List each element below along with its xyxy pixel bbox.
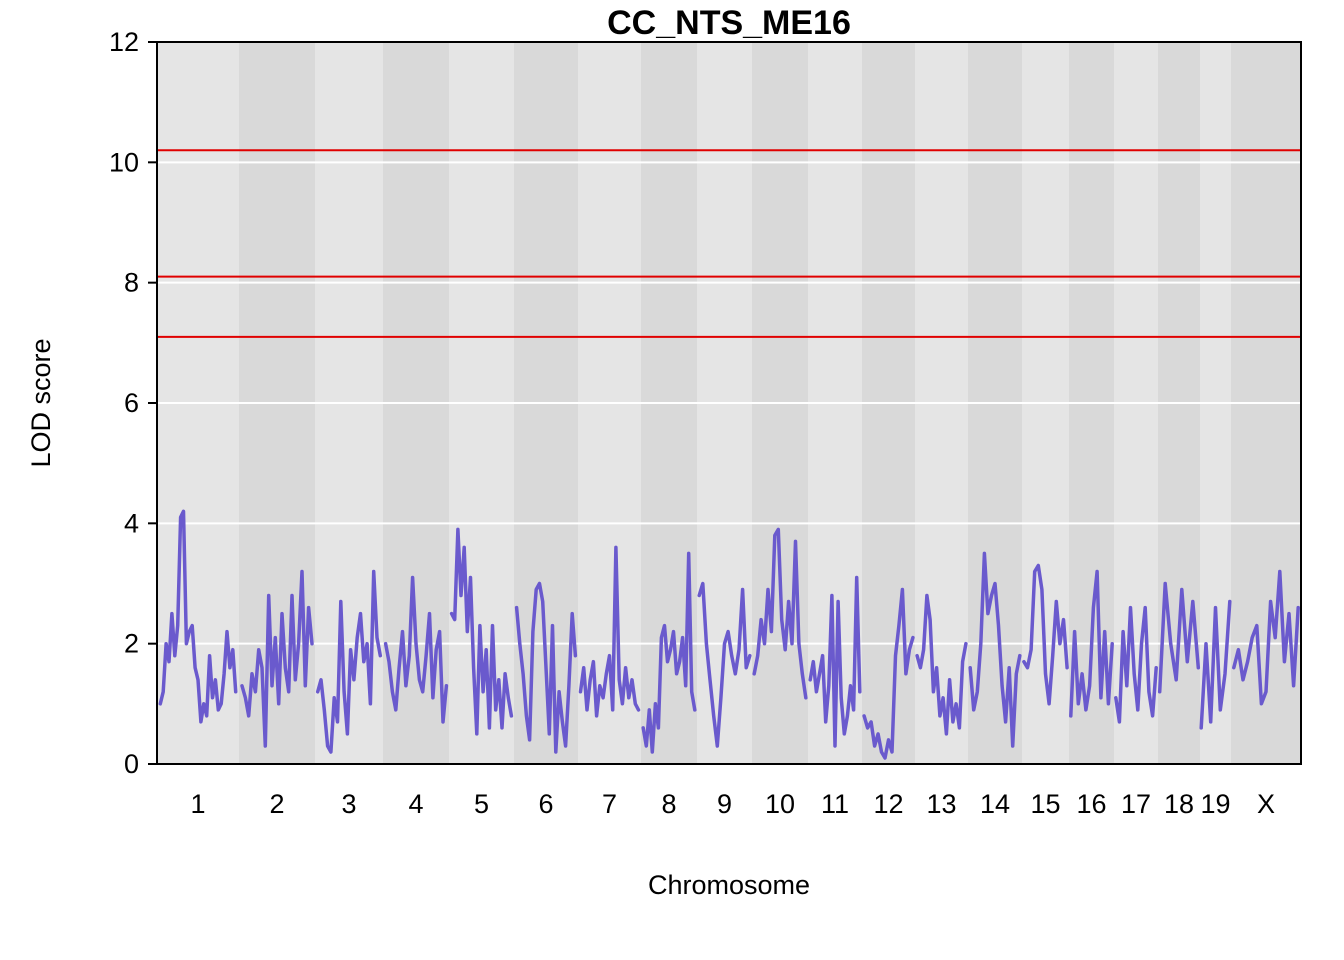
lod-line-chr-1: [158, 509, 238, 724]
y-tick-label: 4: [124, 508, 139, 538]
chart-title: CC_NTS_ME16: [607, 4, 851, 42]
x-tick-label: 10: [765, 789, 795, 819]
lod-line-chr-17: [1114, 605, 1158, 724]
lod-line-chr-15: [1022, 563, 1069, 706]
x-tick-label: 14: [980, 789, 1010, 819]
x-tick-label: 16: [1076, 789, 1106, 819]
x-axis-label: Chromosome: [648, 870, 810, 900]
lod-line-chr-18: [1157, 581, 1201, 694]
lod-line-chr-19: [1199, 599, 1232, 730]
y-tick-label: 12: [109, 27, 139, 57]
lod-line-chr-12: [862, 587, 915, 760]
x-tick-label: 11: [821, 789, 849, 819]
lod-line-chr-4: [383, 575, 449, 724]
y-tick-label: 2: [124, 629, 139, 659]
x-tick-label: 15: [1030, 789, 1060, 819]
y-axis-label: LOD score: [26, 338, 56, 467]
x-tick-label: 18: [1164, 789, 1194, 819]
x-tick-label: 6: [538, 789, 553, 819]
threshold-lines: [157, 149, 1301, 338]
lod-line-chr-3: [315, 569, 383, 754]
lod-line-chr-11: [808, 575, 862, 748]
y-tick-label: 6: [124, 388, 139, 418]
lod-line-chr-2: [240, 569, 314, 748]
lod-line-chr-9: [697, 581, 752, 748]
lod-line-chr-6: [514, 581, 578, 754]
x-tick-label: 12: [873, 789, 903, 819]
lod-line-chr-14: [968, 551, 1022, 748]
lod-line-chr-X: [1232, 569, 1300, 706]
y-tick-label: 0: [124, 749, 139, 779]
lod-line-chr-7: [578, 545, 641, 718]
lod-series: [158, 509, 1300, 760]
lod-line-chr-13: [915, 593, 968, 736]
lod-line-chr-10: [752, 527, 808, 700]
x-tick-label: 9: [717, 789, 732, 819]
x-tick-label: X: [1257, 789, 1275, 819]
x-tick-label: 17: [1121, 789, 1151, 819]
lod-line-chr-16: [1069, 569, 1114, 718]
y-axis: 0 2 4 6 8 10 12: [109, 27, 157, 779]
x-axis: 1 2 3 4 5 6 7 8 9 10 11 12 13 14 15 16 17 18 19 X: [190, 789, 1275, 819]
lod-line-chr-5: [449, 527, 514, 736]
lod-line-chr-8: [641, 551, 697, 754]
y-tick-label: 10: [109, 147, 139, 177]
x-tick-label: 5: [474, 789, 489, 819]
x-tick-label: 19: [1200, 789, 1230, 819]
x-tick-label: 3: [341, 789, 356, 819]
x-tick-label: 7: [602, 789, 617, 819]
x-tick-label: 1: [190, 789, 205, 819]
y-tick-label: 8: [124, 268, 139, 298]
x-tick-label: 4: [408, 789, 423, 819]
x-tick-label: 13: [926, 789, 956, 819]
x-tick-label: 8: [661, 789, 676, 819]
x-tick-label: 2: [269, 789, 284, 819]
